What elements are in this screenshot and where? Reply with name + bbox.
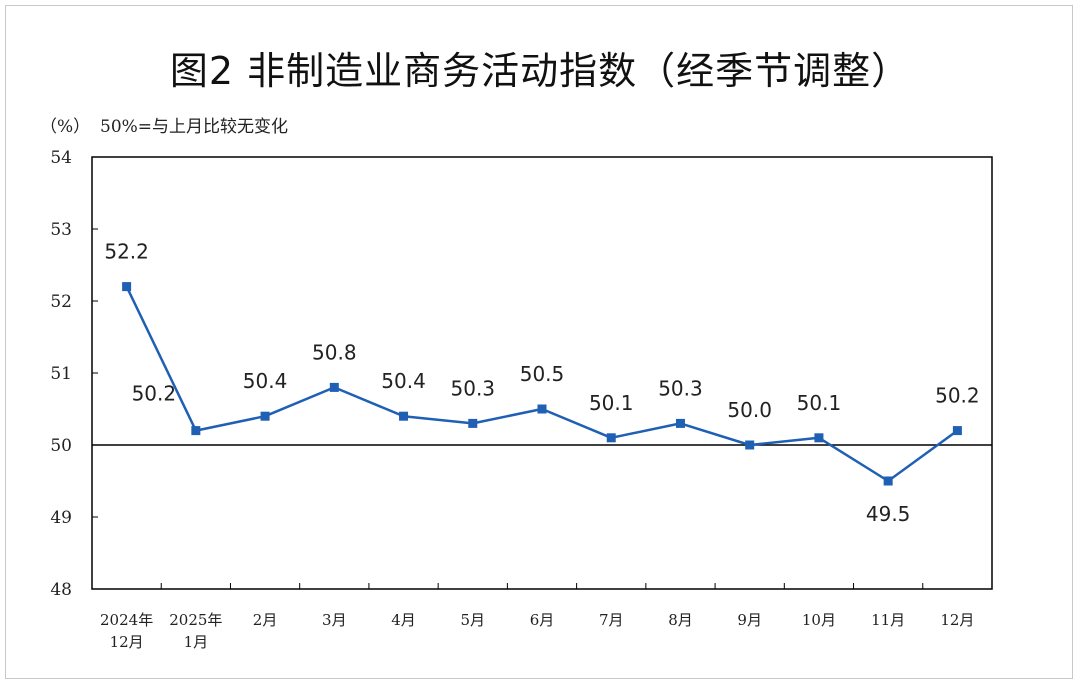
- data-label: 52.2: [104, 240, 149, 264]
- y-tick-label: 53: [50, 220, 72, 240]
- chart-frame: [5, 5, 1073, 679]
- y-tick-label: 49: [50, 508, 72, 528]
- x-tick-label: 9月: [737, 611, 762, 629]
- x-tick-label: 1月: [184, 633, 209, 651]
- data-label: 49.5: [866, 502, 911, 526]
- data-label: 50.3: [658, 376, 703, 400]
- x-tick-label: 5月: [460, 611, 485, 629]
- data-label: 50.8: [312, 340, 357, 364]
- chart-note: 50%=与上月比较无变化: [100, 117, 289, 137]
- x-tick-label: 12月: [940, 611, 974, 629]
- data-point-marker: [883, 476, 893, 486]
- data-label: 50.5: [520, 362, 565, 386]
- x-tick-label: 2025年: [169, 611, 222, 629]
- data-label: 50.1: [797, 391, 842, 415]
- data-point-marker: [537, 404, 547, 414]
- data-point-marker: [260, 411, 270, 421]
- data-label: 50.2: [132, 382, 177, 406]
- x-tick-label: 10月: [802, 611, 836, 629]
- data-point-marker: [952, 426, 962, 436]
- x-tick-label: 12月: [110, 633, 144, 651]
- data-point-marker: [675, 418, 685, 428]
- x-tick-label: 6月: [530, 611, 555, 629]
- x-tick-label: 11月: [871, 611, 905, 629]
- y-tick-label: 48: [50, 580, 72, 600]
- x-tick-label: 4月: [391, 611, 416, 629]
- x-tick-label: 2月: [253, 611, 278, 629]
- data-label: 50.0: [727, 398, 772, 422]
- y-tick-label: 52: [50, 292, 72, 312]
- data-label: 50.1: [589, 391, 634, 415]
- x-tick-label: 7月: [599, 611, 624, 629]
- data-label: 50.3: [451, 376, 496, 400]
- data-label: 50.4: [243, 369, 288, 393]
- data-point-marker: [606, 433, 616, 443]
- x-tick-label: 3月: [322, 611, 347, 629]
- data-point-marker: [468, 418, 478, 428]
- x-tick-label: 8月: [668, 611, 693, 629]
- y-tick-label: 50: [50, 436, 72, 456]
- data-point-marker: [122, 282, 132, 292]
- y-tick-label: 54: [50, 148, 72, 168]
- data-point-marker: [745, 440, 755, 450]
- y-axis-unit: （%）: [40, 117, 91, 137]
- data-point-marker: [399, 411, 409, 421]
- data-point-marker: [191, 426, 201, 436]
- data-point-marker: [814, 433, 824, 443]
- data-label: 50.2: [935, 384, 980, 408]
- data-point-marker: [329, 382, 339, 392]
- y-tick-label: 51: [50, 364, 72, 384]
- x-tick-label: 2024年: [100, 611, 153, 629]
- data-label: 50.4: [381, 369, 426, 393]
- chart-title: 图2 非制造业商务活动指数（经季节调整）: [169, 49, 911, 93]
